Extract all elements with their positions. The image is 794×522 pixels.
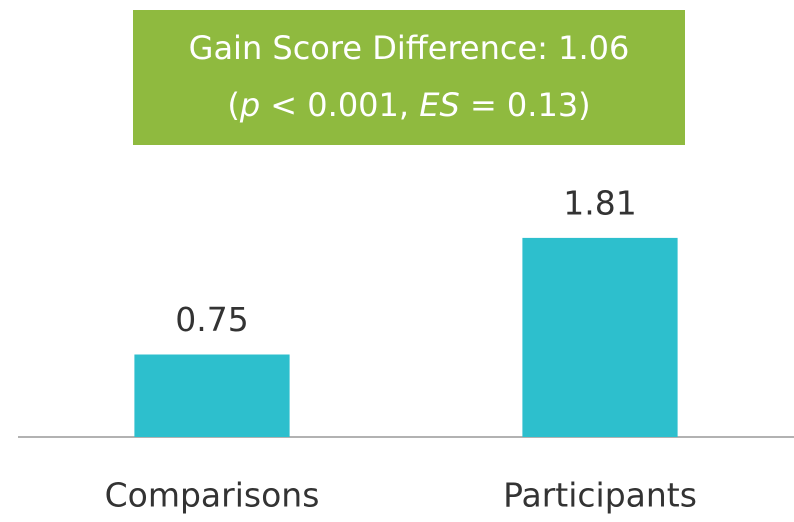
chart-subtitle: (p < 0.001, ES = 0.13) bbox=[227, 86, 590, 124]
subtitle-part: ( bbox=[227, 86, 239, 124]
subtitle-part: p bbox=[239, 86, 260, 124]
bar bbox=[134, 354, 290, 437]
value-label: 1.81 bbox=[563, 183, 636, 222]
value-label: 0.75 bbox=[175, 300, 248, 339]
x-tick-label: Comparisons bbox=[105, 476, 320, 515]
chart-title: Gain Score Difference: 1.06 bbox=[189, 29, 630, 67]
x-tick-label: Participants bbox=[503, 476, 697, 515]
annotation-box bbox=[133, 10, 685, 145]
subtitle-part: < 0.001, bbox=[260, 86, 419, 124]
subtitle-part: ES bbox=[419, 86, 460, 124]
bar bbox=[522, 237, 678, 437]
subtitle-part: = 0.13) bbox=[460, 86, 591, 124]
